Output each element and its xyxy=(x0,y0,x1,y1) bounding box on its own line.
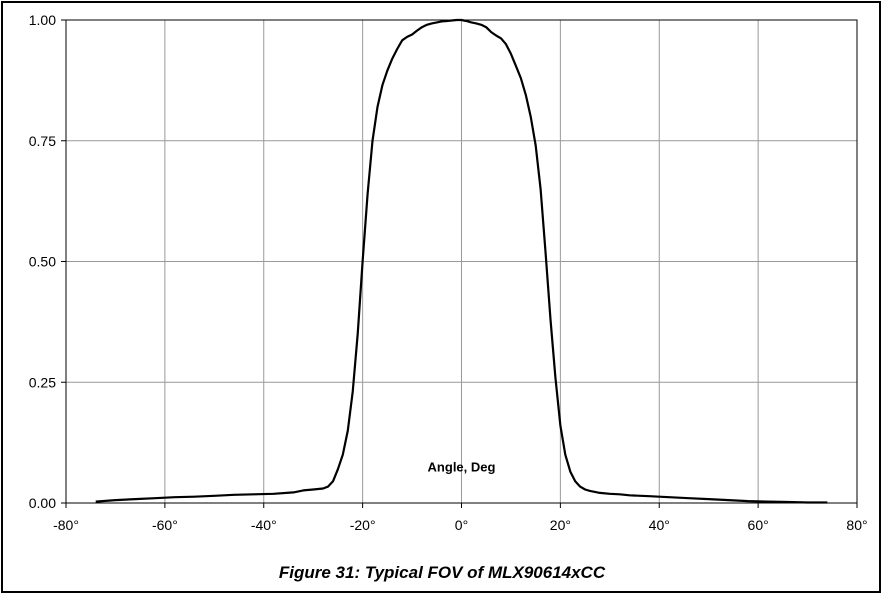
grid-lines xyxy=(66,20,857,503)
y-tick-label: 0.50 xyxy=(29,254,56,270)
y-tick-label: 0.75 xyxy=(29,133,56,149)
x-tick-label: -20° xyxy=(350,517,376,533)
figure-caption: Figure 31: Typical FOV of MLX90614xCC xyxy=(278,563,606,582)
x-tick-label: 20° xyxy=(550,517,571,533)
y-tick-label: 1.00 xyxy=(29,12,56,28)
fov-chart: -80° -60° -40° -20° 0° 20° 40° 60° 80° 0.00 0.25 0.… xyxy=(29,12,868,533)
y-tick-label: 0.25 xyxy=(29,374,56,390)
y-tick-label: 0.00 xyxy=(29,495,56,511)
x-tick-label: 80° xyxy=(846,517,867,533)
axis-annotation: Angle, Deg xyxy=(428,460,496,475)
x-tick-label: 0° xyxy=(455,517,468,533)
x-tick-label: -60° xyxy=(152,517,178,533)
plot-area-border xyxy=(65,19,858,504)
x-tick-label: -40° xyxy=(251,517,277,533)
tick-labels: -80° -60° -40° -20° 0° 20° 40° 60° 80° 0.00 0.25 0.… xyxy=(29,12,868,533)
x-tick-label: 60° xyxy=(748,517,769,533)
x-tick-label: 40° xyxy=(649,517,670,533)
x-tick-label: -80° xyxy=(53,517,79,533)
